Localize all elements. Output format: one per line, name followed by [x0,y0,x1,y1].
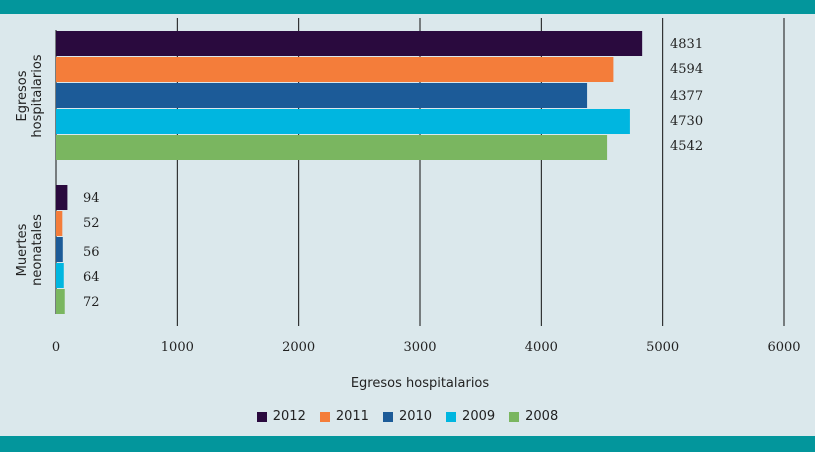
legend-swatch [382,411,393,422]
bar [56,109,630,134]
legend-item: 2011 [319,409,369,424]
data-label: 4594 [670,62,703,77]
category-label-line: Egresos [15,70,30,121]
data-label: 4831 [670,37,703,52]
bottom-band [0,436,815,452]
bar [56,57,614,82]
legend-item: 2012 [256,409,306,424]
data-label: 56 [83,245,100,260]
legend-swatch [256,411,267,422]
legend-item: 2008 [509,409,558,424]
legend-label: 2011 [335,409,369,424]
x-tick-label: 5000 [646,340,679,355]
legend-swatch [319,411,330,422]
x-axis-title: Egresos hospitalarios [351,376,490,391]
category-label-line: neonatales [30,214,45,286]
bar [56,31,643,56]
data-label: 64 [83,270,100,285]
data-label: 52 [83,216,100,231]
data-label: 72 [83,295,100,310]
bar [56,237,63,262]
legend-swatch [446,411,457,422]
legend-item: 2009 [446,409,495,424]
data-label: 94 [83,191,100,206]
category-label-line: Muertes [15,223,30,276]
data-label: 4377 [670,89,703,104]
x-tick-label: 6000 [767,340,800,355]
legend-label: 2010 [398,409,433,424]
x-tick-label: 3000 [403,340,436,355]
bar [56,289,65,314]
legend-item: 2010 [382,409,433,424]
data-label: 4730 [670,114,703,129]
data-label: 4542 [670,139,703,154]
x-tick-label: 0 [52,340,60,355]
x-tick-label: 4000 [525,340,558,355]
legend-label: 2009 [462,409,496,424]
legend: 2012 2011 2010 2009 2008 [0,409,815,424]
legend-label: 2008 [525,409,559,424]
bar [56,211,63,236]
category-label: Muertesneonatales [15,214,45,286]
category-label: Egresoshospitalarios [15,54,45,137]
bar [56,263,64,288]
bar [56,135,608,160]
bar [56,83,588,108]
legend-swatch [509,411,520,422]
legend-label: 2012 [272,409,306,424]
top-band [0,0,815,14]
bar [56,185,68,210]
x-tick-label: 1000 [161,340,194,355]
x-tick-label: 2000 [282,340,315,355]
category-label-line: hospitalarios [30,54,45,137]
